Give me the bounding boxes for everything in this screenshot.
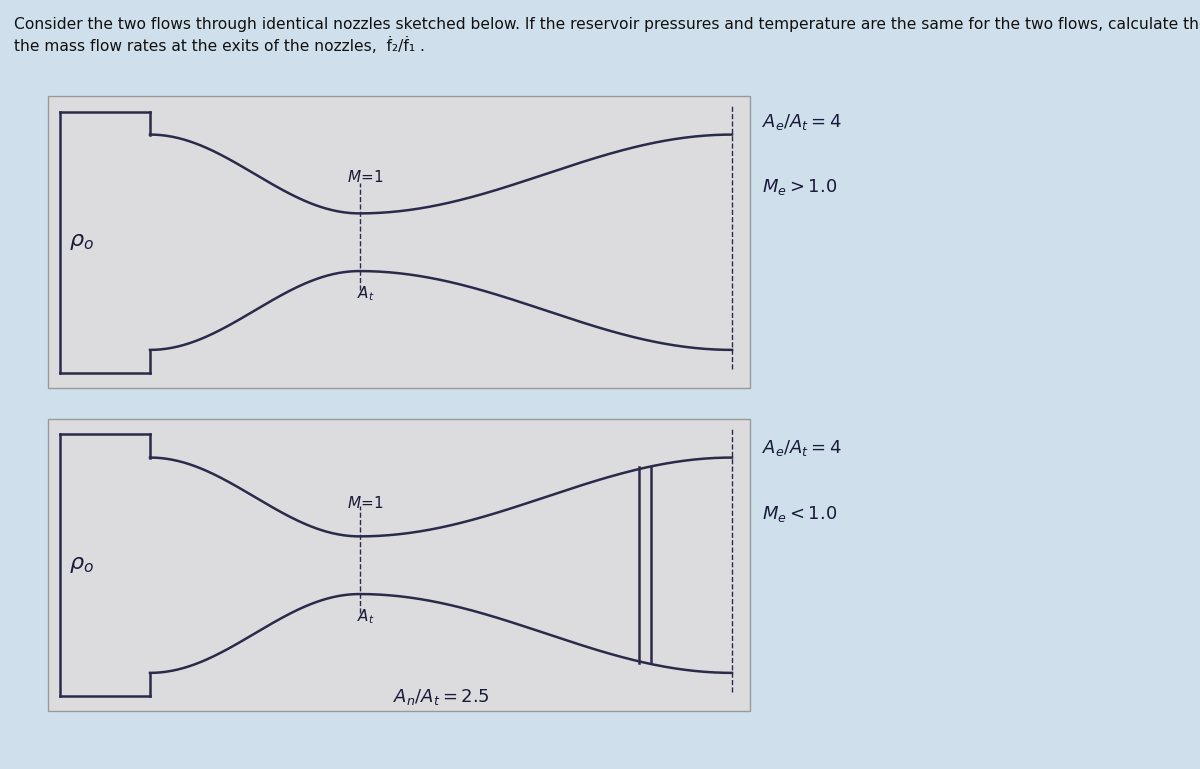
Text: $M_e > 1.0$: $M_e > 1.0$ bbox=[762, 177, 838, 197]
Text: $A_e/A_t = 4$: $A_e/A_t = 4$ bbox=[762, 438, 842, 458]
Text: $M\!=\!1$: $M\!=\!1$ bbox=[348, 495, 384, 511]
Text: $M_e < 1.0$: $M_e < 1.0$ bbox=[762, 504, 838, 524]
Text: the mass flow rates at the exits of the nozzles,  ḟ₂/ḟ₁ .: the mass flow rates at the exits of the … bbox=[14, 37, 425, 54]
Text: $A_t$: $A_t$ bbox=[358, 285, 374, 303]
FancyBboxPatch shape bbox=[48, 96, 750, 388]
FancyBboxPatch shape bbox=[48, 419, 750, 711]
Text: $A_t$: $A_t$ bbox=[358, 608, 374, 626]
Text: Consider the two flows through identical nozzles sketched below. If the reservoi: Consider the two flows through identical… bbox=[14, 17, 1200, 32]
Text: $A_e/A_t = 4$: $A_e/A_t = 4$ bbox=[762, 112, 842, 131]
Text: $A_n/A_t = 2.5$: $A_n/A_t = 2.5$ bbox=[392, 687, 490, 707]
Text: $\rho_o$: $\rho_o$ bbox=[70, 232, 94, 252]
Text: $M\!=\!1$: $M\!=\!1$ bbox=[348, 168, 384, 185]
Text: $\rho_o$: $\rho_o$ bbox=[70, 555, 94, 575]
